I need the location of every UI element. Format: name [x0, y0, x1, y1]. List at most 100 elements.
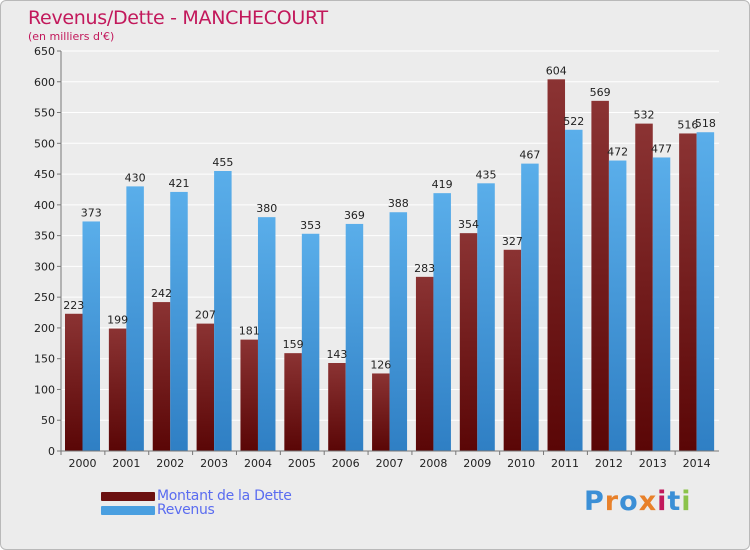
bar-revenus-2001 — [126, 186, 144, 451]
data-label-dette-2012: 569 — [590, 86, 611, 99]
bar-revenus-2010 — [521, 163, 539, 451]
x-tick-label-2001: 2001 — [112, 457, 140, 470]
data-label-dette-2010: 327 — [502, 235, 523, 248]
proxiti-logo: Proxiti — [584, 486, 692, 517]
x-tick-label-2009: 2009 — [463, 457, 491, 470]
y-tick-label: 250 — [34, 291, 55, 304]
legend-label-revenus: Revenus — [157, 502, 215, 518]
y-tick-label: 50 — [41, 414, 55, 427]
bar-dette-2010 — [503, 249, 522, 451]
data-label-dette-2006: 143 — [326, 348, 347, 361]
bar-dette-2005 — [284, 353, 302, 451]
data-label-revenus-2001: 430 — [125, 171, 146, 184]
data-label-dette-2005: 159 — [283, 338, 304, 351]
data-label-dette-2003: 207 — [195, 309, 216, 322]
x-tick-label-2014: 2014 — [683, 457, 711, 470]
bar-revenus-2012 — [608, 160, 627, 452]
y-tick-label: 200 — [34, 322, 55, 335]
x-tick-label-2005: 2005 — [288, 457, 316, 470]
y-tick-label: 400 — [34, 199, 55, 212]
data-label-dette-2007: 126 — [370, 358, 391, 371]
data-label-revenus-2003: 455 — [212, 156, 233, 169]
x-tick-label-2007: 2007 — [376, 457, 404, 470]
y-tick-label: 0 — [48, 445, 55, 458]
bar-dette-2006 — [328, 363, 346, 451]
bar-dette-2012 — [591, 100, 609, 451]
data-label-revenus-2012: 472 — [607, 146, 628, 159]
x-tick-label-2008: 2008 — [419, 457, 447, 470]
logo-letter: o — [619, 486, 639, 517]
x-tick-label-2013: 2013 — [639, 457, 667, 470]
legend-swatch-dette — [101, 491, 155, 501]
bar-revenus-2011 — [565, 129, 583, 451]
logo-letter: r — [604, 486, 620, 517]
data-label-dette-2008: 283 — [414, 262, 435, 275]
data-label-dette-2001: 199 — [107, 314, 128, 327]
y-tick-label: 300 — [34, 260, 55, 273]
chart-subtitle: (en milliers d'€) — [28, 30, 115, 43]
bar-dette-2008 — [415, 276, 434, 451]
bar-dette-2013 — [635, 123, 653, 451]
bar-revenus-2004 — [257, 217, 276, 451]
data-label-revenus-2005: 353 — [300, 219, 321, 232]
bar-revenus-2014 — [696, 132, 715, 451]
y-tick-label: 600 — [34, 76, 55, 89]
legend-item-revenus: Revenus — [101, 502, 215, 518]
bar-revenus-2003 — [214, 171, 232, 451]
data-labels: 223 373 199 430 242 421 207 455 181 380 159 353 143 3… — [63, 64, 716, 371]
bar-dette-2007 — [372, 373, 390, 451]
x-tick-label-2000: 2000 — [69, 457, 97, 470]
data-label-revenus-2000: 373 — [81, 206, 102, 219]
logo-letter: i — [681, 486, 692, 517]
bar-dette-2001 — [108, 328, 127, 451]
legend-swatch-revenus — [101, 505, 155, 515]
x-tick-label-2004: 2004 — [244, 457, 272, 470]
x-tick-label-2010: 2010 — [507, 457, 535, 470]
bar-revenus-2006 — [345, 223, 364, 451]
y-tick-label: 150 — [34, 353, 55, 366]
bar-dette-2003 — [196, 323, 215, 451]
y-tick-label: 100 — [34, 383, 55, 396]
data-label-dette-2002: 242 — [151, 287, 172, 300]
bar-revenus-2009 — [477, 183, 495, 452]
y-tick-label: 500 — [34, 137, 55, 150]
logo-letter: t — [667, 486, 682, 517]
chart-title: Revenus/Dette - MANCHECOURT — [28, 7, 328, 29]
data-label-dette-2004: 181 — [239, 325, 260, 338]
x-tick-label-2006: 2006 — [332, 457, 360, 470]
logo-letter: P — [584, 486, 605, 517]
bar-revenus-2002 — [170, 191, 188, 451]
y-tick-label: 450 — [34, 168, 55, 181]
bar-revenus-2000 — [82, 221, 100, 451]
bars — [65, 79, 715, 452]
x-tick-label-2003: 2003 — [200, 457, 228, 470]
bar-revenus-2008 — [433, 193, 451, 451]
x-tick-label-2012: 2012 — [595, 457, 623, 470]
data-label-revenus-2007: 388 — [388, 197, 409, 210]
bar-dette-2002 — [152, 302, 171, 451]
data-label-revenus-2009: 435 — [476, 168, 497, 181]
x-axis-ticks: 2000 2001 2002 2003 2004 2005 2006 2007 2008 2009… — [60, 450, 719, 470]
legend-label-dette: Montant de la Dette — [157, 488, 292, 504]
legend-item-dette: Montant de la Dette — [101, 488, 292, 504]
y-tick-label: 550 — [34, 107, 55, 120]
data-label-revenus-2004: 380 — [256, 202, 277, 215]
y-tick-label: 350 — [34, 230, 55, 243]
bar-dette-2000 — [65, 313, 83, 451]
data-label-revenus-2002: 421 — [168, 177, 189, 190]
x-tick-label-2011: 2011 — [551, 457, 579, 470]
data-label-revenus-2011: 522 — [563, 115, 584, 128]
data-label-revenus-2010: 467 — [519, 149, 540, 162]
data-label-dette-2014: 516 — [677, 118, 698, 131]
data-label-revenus-2013: 477 — [651, 142, 672, 155]
data-label-dette-2009: 354 — [458, 218, 479, 231]
y-axis-ticks: 0 50 100 150 200 250 300 350 400 450 500 550 600 650 — [34, 45, 62, 458]
bar-dette-2011 — [547, 79, 566, 452]
x-tick-label-2002: 2002 — [156, 457, 184, 470]
bar-revenus-2007 — [389, 212, 408, 451]
bar-revenus-2013 — [652, 157, 671, 451]
logo-letter: x — [638, 486, 658, 517]
data-label-dette-2013: 532 — [634, 109, 655, 122]
